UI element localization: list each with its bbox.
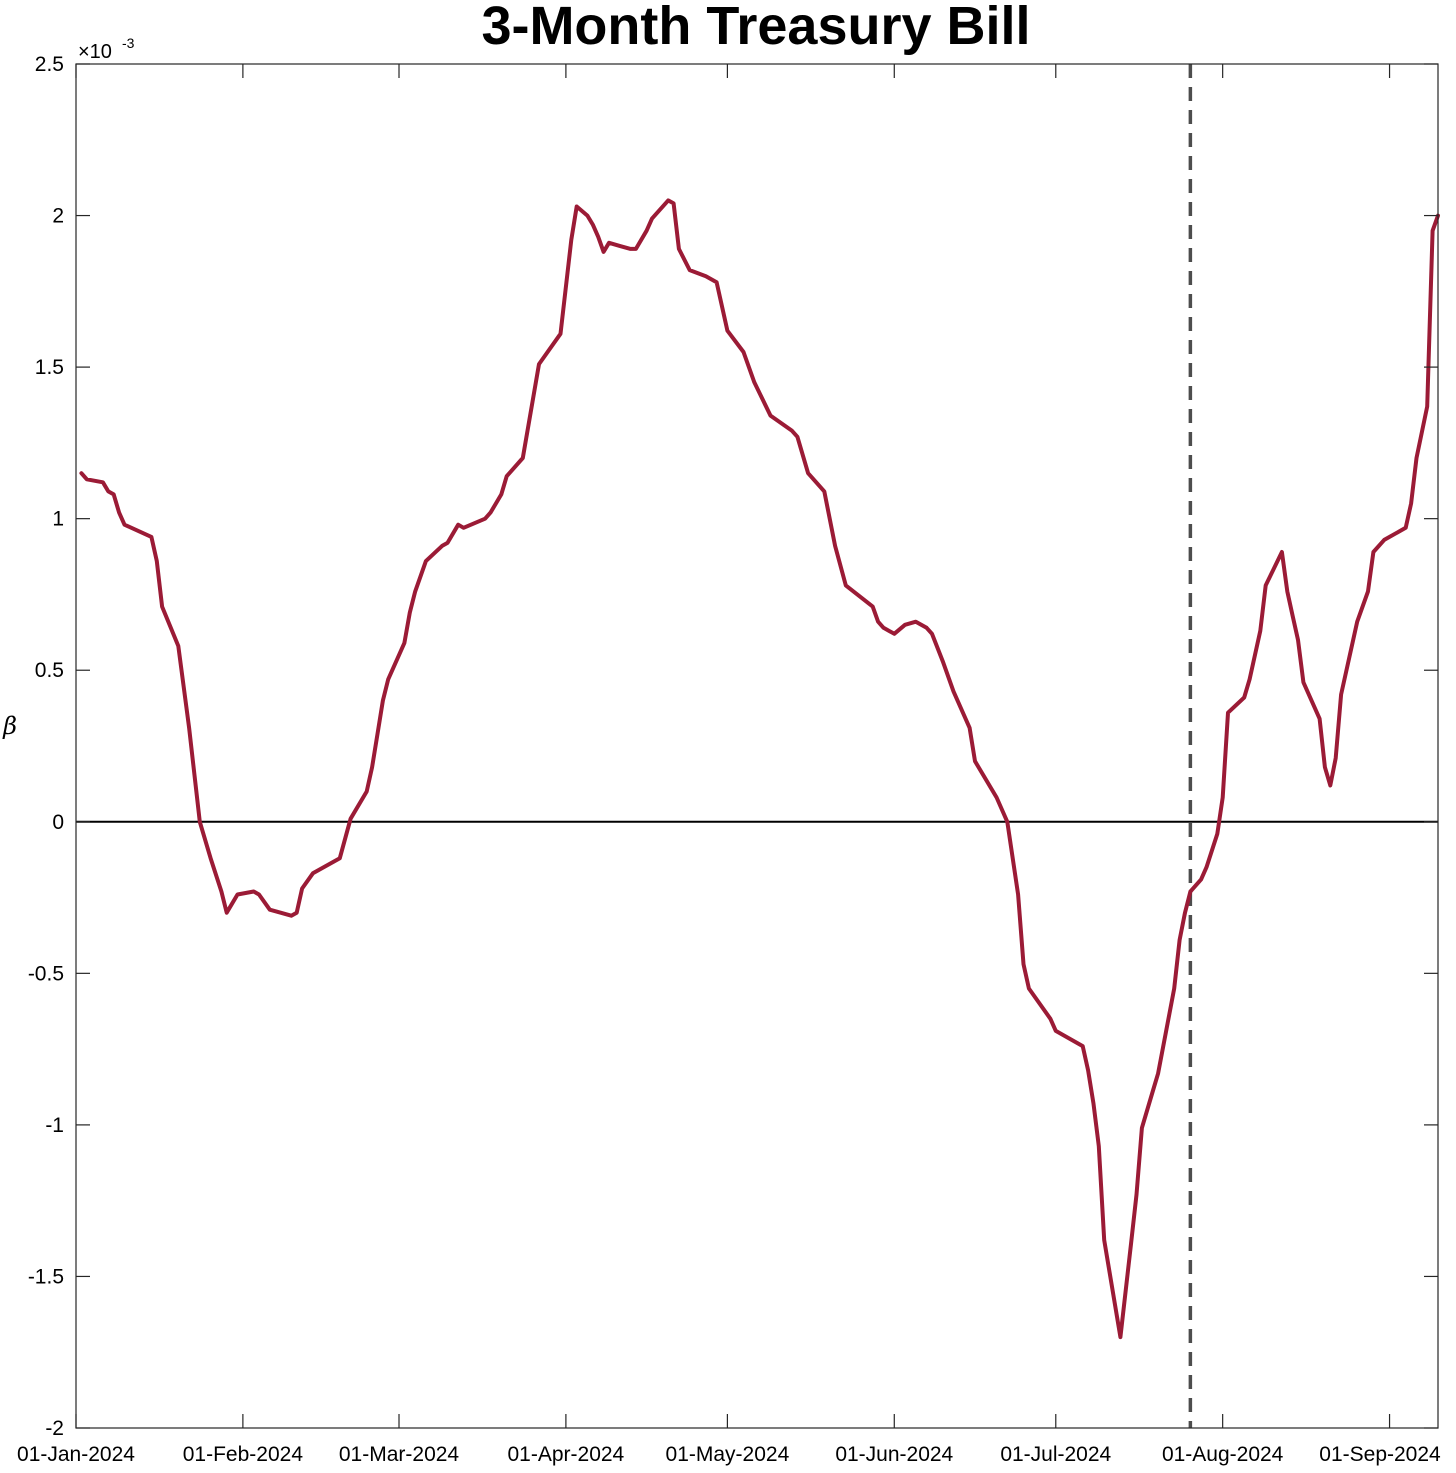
plot-area	[76, 64, 1438, 1428]
x-tick-label: 01-Feb-2024	[183, 1443, 304, 1466]
y-tick-label: 0	[52, 811, 64, 834]
x-axis-ticks: 01-Jan-2024 01-Feb-2024 01-Mar-2024 01-Apr-…	[17, 64, 1441, 1466]
y-axis-label: β	[2, 712, 17, 740]
x-tick-label: 01-Aug-2024	[1162, 1443, 1284, 1466]
y-tick-label: -1.5	[28, 1265, 64, 1288]
y-tick-label: 2.5	[35, 53, 64, 76]
y-tick-label: 1.5	[35, 356, 64, 379]
x-tick-label: 01-Jan-2024	[17, 1443, 135, 1466]
y-tick-label: 0.5	[35, 659, 64, 682]
y-axis-ticks: 2.5 2 1.5 1 0.5 0 -0.5 -1 -1.5 -2	[28, 53, 1438, 1440]
y-tick-label: -1	[45, 1114, 64, 1137]
x-tick-label: 01-Mar-2024	[339, 1443, 460, 1466]
x-tick-label: 01-Sep-2024	[1319, 1443, 1441, 1466]
x-tick-label: 01-Jul-2024	[1000, 1443, 1111, 1466]
series-layer	[79, 198, 1440, 1340]
y-tick-label: 1	[52, 508, 64, 531]
y-axis-exponent: ×10 -3	[78, 35, 135, 63]
x-tick-label: 01-Jun-2024	[835, 1443, 953, 1466]
y-tick-label: -0.5	[28, 962, 64, 985]
y-exponent-base: ×10	[78, 41, 112, 63]
y-tick-label: 2	[52, 205, 64, 228]
y-exponent-power: -3	[122, 35, 135, 51]
series-line	[79, 198, 1440, 1340]
plot-frame	[75, 63, 1439, 1429]
x-tick-label: 01-Apr-2024	[508, 1443, 625, 1466]
x-tick-label: 01-May-2024	[666, 1443, 790, 1466]
chart-title: 3-Month Treasury Bill	[481, 0, 1030, 56]
y-tick-label: -2	[45, 1417, 64, 1440]
